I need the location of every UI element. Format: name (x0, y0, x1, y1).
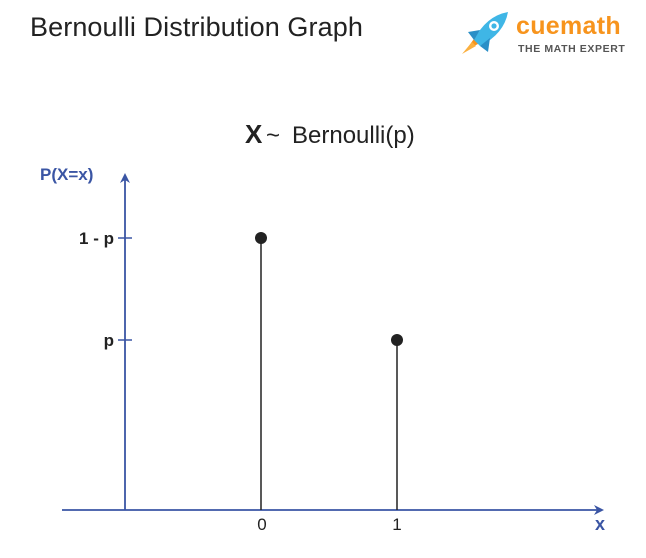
chart-title-tilde: ~ (266, 122, 280, 149)
cuemath-logo: cuemath THE MATH EXPERT (460, 10, 630, 56)
x-tick-label: 0 (257, 515, 266, 534)
y-axis-label: P(X=x) (40, 165, 93, 184)
point-x1 (391, 334, 403, 346)
y-tick-label: p (104, 331, 114, 350)
logo-tagline: THE MATH EXPERT (518, 43, 626, 55)
x-axis-label: x (595, 514, 605, 534)
logo-brand: cuemath (516, 12, 621, 40)
y-tick-label: 1 - p (79, 229, 114, 248)
chart-title-distribution: Bernoulli(p) (292, 122, 415, 149)
rocket-icon (462, 12, 508, 54)
page-title: Bernoulli Distribution Graph (30, 12, 363, 42)
x-tick-label: 1 (392, 515, 401, 534)
chart-title-symbol: X (245, 119, 263, 149)
point-x0 (255, 232, 267, 244)
